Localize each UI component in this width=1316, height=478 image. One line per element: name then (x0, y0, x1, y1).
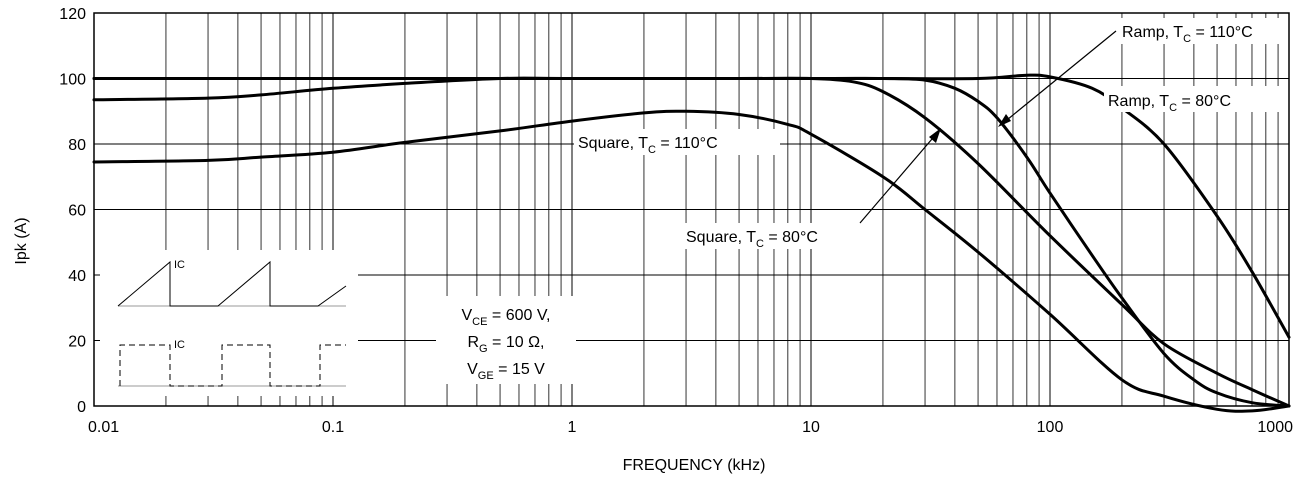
y-tick-label: 0 (77, 399, 86, 416)
y-tick-label: 120 (59, 6, 86, 23)
square-waveform (119, 344, 346, 387)
series-square-80 (92, 76, 1291, 408)
arrowhead-ramp-110 (998, 114, 1011, 127)
test-conditions: VCE = 600 V, RG = 10 Ω, VGE = 15 V (436, 296, 576, 384)
x-tick-label: 10 (802, 419, 820, 436)
x-tick-label: 0.01 (88, 419, 119, 436)
y-tick-label: 40 (68, 268, 86, 285)
series-layer (92, 73, 1291, 413)
condition-vge: VGE = 15 V (467, 361, 545, 382)
x-tick-label: 1000 (1257, 419, 1293, 436)
annotation-square-80: Square, TC = 80°C (686, 229, 818, 250)
x-tick-label: 1 (568, 419, 577, 436)
arrowhead-square-80 (929, 128, 941, 143)
square-ic-label: IC (174, 339, 185, 351)
y-tick-label: 80 (68, 137, 86, 154)
series-annotations: Ramp, TC = 110°C Ramp, TC = 80°C Square,… (574, 18, 1288, 250)
waveform-inset: IC IC (100, 250, 358, 396)
plot-frame (93, 12, 1290, 407)
condition-vce: VCE = 600 V, (462, 307, 551, 328)
y-axis-label: Ipk (A) (13, 217, 30, 264)
series-square-110 (92, 109, 1291, 413)
y-tick-label: 100 (59, 72, 86, 89)
x-tick-labels: 0.01 0.1 1 10 100 1000 (88, 419, 1293, 436)
y-tick-label: 60 (68, 203, 86, 220)
arrow-square-80 (859, 131, 939, 224)
x-axis-label: FREQUENCY (kHz) (623, 457, 766, 474)
arrow-ramp-110 (1001, 30, 1117, 125)
x-tick-label: 100 (1037, 419, 1064, 436)
annotation-ramp-110: Ramp, TC = 110°C (1122, 24, 1253, 45)
y-tick-label: 20 (68, 334, 86, 351)
ramp-ic-label: IC (174, 259, 185, 271)
annotation-ramp-80: Ramp, TC = 80°C (1108, 93, 1231, 114)
y-tick-labels: 0 20 40 60 80 100 120 (59, 6, 86, 416)
condition-rg: RG = 10 Ω, (467, 334, 544, 355)
annotation-square-110: Square, TC = 110°C (578, 135, 718, 156)
x-tick-label: 0.1 (322, 419, 344, 436)
ramp-waveform (117, 260, 347, 307)
